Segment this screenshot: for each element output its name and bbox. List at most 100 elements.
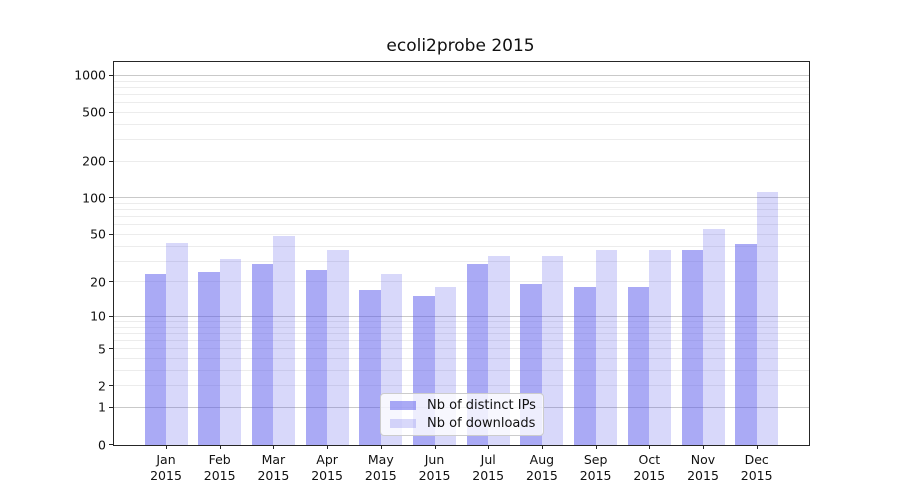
- legend-swatch-downloads-icon: [390, 418, 416, 428]
- bar-distinct-ips-apr: [305, 269, 328, 445]
- minor-gridline: [114, 102, 809, 104]
- x-tick-mark: [756, 445, 758, 449]
- y-tick-mark: [109, 385, 113, 387]
- x-tick-mark: [541, 445, 543, 449]
- legend-item-distinct-ips: Nb of distinct IPs: [390, 398, 536, 414]
- x-tick-label: Jul 2015: [472, 452, 505, 483]
- bar-downloads-sep: [595, 249, 618, 445]
- bar-distinct-ips-jan: [144, 274, 166, 445]
- minor-gridline: [114, 224, 809, 226]
- bar-downloads-apr: [327, 249, 349, 445]
- minor-gridline: [114, 358, 809, 360]
- bar-distinct-ips-sep: [574, 286, 596, 445]
- y-tick-mark: [109, 160, 113, 162]
- major-gridline: [114, 197, 809, 199]
- minor-gridline: [114, 233, 809, 235]
- y-tick-label: 5: [98, 341, 106, 357]
- bar-downloads-dec: [756, 192, 779, 445]
- bar-downloads-jan: [166, 243, 188, 445]
- x-tick-mark: [327, 445, 329, 449]
- minor-gridline: [114, 93, 809, 95]
- legend-label-distinct-ips: Nb of distinct IPs: [427, 398, 536, 414]
- minor-gridline: [114, 281, 809, 283]
- x-tick-mark: [166, 445, 167, 449]
- bar-distinct-ips-mar: [251, 264, 274, 445]
- minor-gridline: [114, 80, 809, 82]
- minor-gridline: [114, 260, 809, 262]
- x-tick-label: Jun 2015: [418, 452, 451, 483]
- minor-gridline: [114, 340, 809, 342]
- y-tick-mark: [109, 281, 113, 283]
- x-tick-label: Oct 2015: [633, 452, 666, 483]
- y-tick-label: 200: [82, 153, 106, 169]
- x-tick-label: May 2015: [364, 452, 397, 483]
- chart-title: ecoli2probe 2015: [386, 36, 535, 56]
- minor-gridline: [114, 245, 809, 247]
- y-tick-label: 20: [90, 274, 106, 290]
- y-tick-mark: [109, 348, 113, 350]
- x-tick-mark: [380, 445, 382, 449]
- minor-gridline: [114, 385, 809, 387]
- minor-gridline: [114, 348, 809, 350]
- bar-downloads-nov: [703, 228, 725, 445]
- minor-gridline: [114, 332, 809, 334]
- major-gridline: [114, 74, 809, 76]
- y-tick-mark: [109, 197, 113, 199]
- minor-gridline: [114, 86, 809, 88]
- bar-downloads-mar: [273, 236, 295, 445]
- x-tick-mark: [703, 445, 704, 449]
- x-tick-label: Dec 2015: [740, 452, 773, 483]
- y-tick-mark: [109, 315, 113, 317]
- y-tick-label: 500: [82, 104, 106, 120]
- x-tick-label: Nov 2015: [687, 452, 719, 483]
- y-tick-mark: [109, 406, 113, 408]
- bar-distinct-ips-feb: [198, 272, 220, 445]
- y-tick-label: 10: [90, 308, 106, 324]
- y-tick-label: 100: [82, 190, 106, 206]
- x-tick-label: Jan 2015: [150, 452, 182, 483]
- x-tick-label: Apr 2015: [311, 452, 343, 483]
- y-tick-label: 1: [98, 399, 106, 415]
- x-tick-mark: [273, 445, 275, 449]
- minor-gridline: [114, 123, 809, 125]
- bar-distinct-ips-nov: [681, 249, 703, 445]
- bar-distinct-ips-oct: [627, 286, 650, 445]
- y-tick-mark: [109, 111, 113, 113]
- x-tick-mark: [595, 445, 597, 449]
- minor-gridline: [114, 369, 809, 371]
- minor-gridline: [114, 209, 809, 211]
- bar-downloads-feb: [219, 258, 242, 445]
- y-tick-mark: [109, 74, 113, 76]
- y-tick-label: 50: [90, 226, 106, 242]
- minor-gridline: [114, 216, 809, 218]
- legend-item-downloads: Nb of downloads: [390, 415, 536, 431]
- minor-gridline: [114, 111, 809, 113]
- minor-gridline: [114, 160, 809, 162]
- x-tick-label: Sep 2015: [579, 452, 612, 483]
- legend-swatch-distinct-ips-icon: [390, 401, 416, 411]
- x-tick-mark: [488, 445, 490, 449]
- bar-distinct-ips-may: [359, 289, 381, 445]
- y-tick-mark: [109, 233, 113, 235]
- x-tick-mark: [434, 445, 436, 449]
- minor-gridline: [114, 321, 809, 322]
- legend-label-downloads: Nb of downloads: [427, 415, 536, 431]
- bar-downloads-aug: [541, 255, 564, 445]
- legend: Nb of distinct IPs Nb of downloads: [380, 393, 544, 436]
- x-tick-mark: [649, 445, 651, 449]
- y-tick-mark: [109, 444, 113, 445]
- minor-gridline: [114, 326, 809, 328]
- x-tick-label: Aug 2015: [525, 452, 558, 483]
- major-gridline: [114, 315, 809, 317]
- x-tick-label: Feb 2015: [203, 452, 236, 483]
- bar-downloads-oct: [649, 249, 671, 445]
- bar-distinct-ips-dec: [735, 244, 757, 445]
- minor-gridline: [114, 139, 809, 141]
- y-tick-label: 2: [98, 378, 106, 394]
- plot-area: Nb of distinct IPs Nb of downloads 0 1 2 5 1…: [74, 61, 810, 483]
- x-tick-mark: [219, 445, 221, 449]
- y-tick-label: 0: [98, 437, 106, 452]
- x-tick-label: Mar 2015: [257, 452, 290, 483]
- y-tick-label: 1000: [74, 67, 106, 83]
